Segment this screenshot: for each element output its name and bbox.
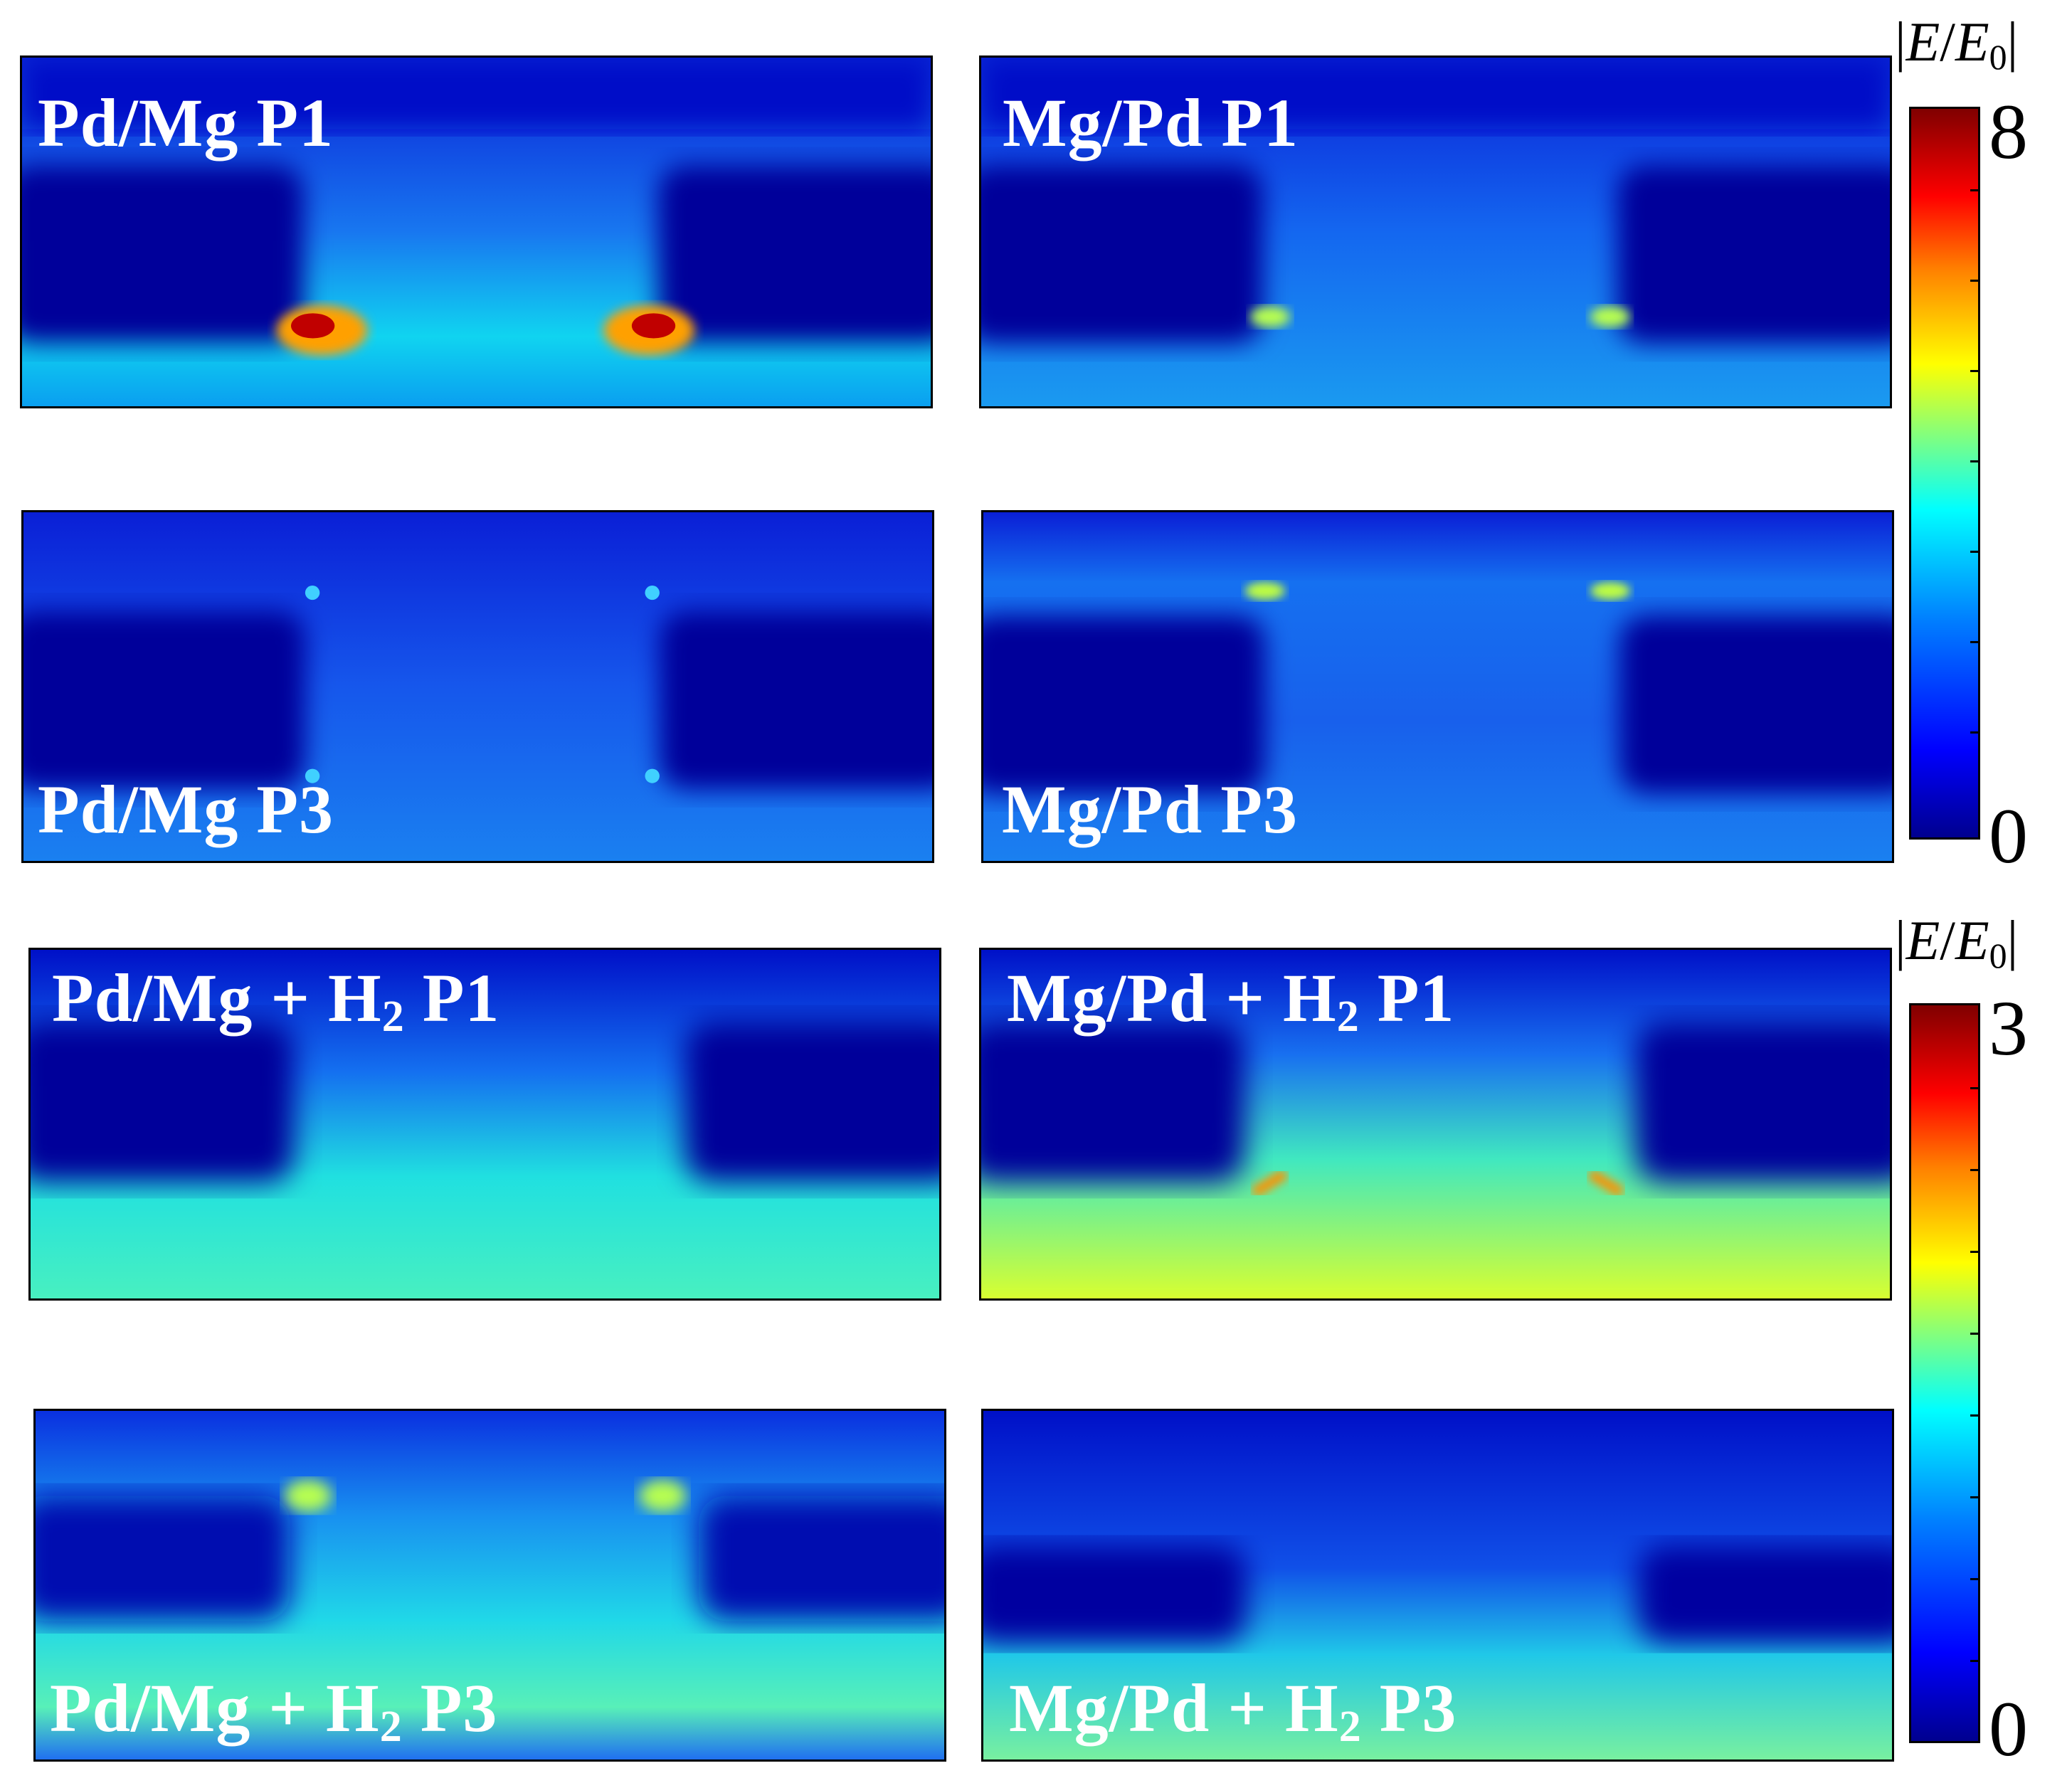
panel-label: Pd/Mg + H2 P3 <box>50 1670 498 1751</box>
colorbar-title: |E/E0| <box>1895 11 2019 77</box>
field-map-mgpd-h2-p3: Mg/Pd + H2 P3 <box>981 1409 1894 1762</box>
panel-label: Pd/Mg + H2 P1 <box>52 960 500 1041</box>
colorbar-tick <box>1970 1251 1980 1253</box>
colorbar-min: 0 <box>1989 793 2028 879</box>
field-map-mgpd-p1: Mg/Pd P1 <box>979 55 1892 408</box>
colorbar-tick <box>1970 1333 1980 1335</box>
colorbar-max: 3 <box>1989 985 2028 1071</box>
field-map-image <box>983 1411 1892 1760</box>
field-map-pdmg-p1: Pd/Mg P1 <box>20 55 933 408</box>
field-map-pdmg-p3: Pd/Mg P3 <box>21 510 934 863</box>
colorbar <box>1909 1003 1980 1743</box>
panel-label: Pd/Mg P3 <box>38 771 334 847</box>
field-map-image <box>22 58 931 406</box>
field-map-image <box>23 512 932 861</box>
field-map-mgpd-h2-p1: Mg/Pd + H2 P1 <box>979 948 1892 1301</box>
colorbar-tick <box>1970 1496 1980 1498</box>
panel-label: Mg/Pd P1 <box>1003 85 1299 161</box>
colorbar-tick <box>1970 1169 1980 1171</box>
field-map-image <box>983 512 1892 861</box>
field-map-mgpd-p3: Mg/Pd P3 <box>981 510 1894 863</box>
colorbar-tick <box>1970 641 1980 643</box>
colorbar-tick <box>1970 370 1980 372</box>
panel-label: Mg/Pd + H2 P1 <box>1007 960 1455 1041</box>
colorbar-title: |E/E0| <box>1895 909 2019 975</box>
field-map-image <box>36 1411 944 1760</box>
colorbar-tick <box>1970 731 1980 734</box>
colorbar-tick <box>1970 1578 1980 1580</box>
panel-label: Mg/Pd P3 <box>1002 771 1298 847</box>
colorbar-max: 8 <box>1989 88 2028 175</box>
colorbar-tick <box>1970 551 1980 553</box>
field-map-image <box>981 58 1890 406</box>
colorbar-tick <box>1970 280 1980 282</box>
colorbar-tick <box>1970 1087 1980 1089</box>
colorbar-tick <box>1970 1414 1980 1417</box>
colorbar-tick <box>1970 1660 1980 1662</box>
colorbar <box>1909 107 1980 840</box>
field-map-image <box>981 950 1890 1298</box>
panel-label: Mg/Pd + H2 P3 <box>1009 1670 1457 1751</box>
field-map-pdmg-h2-p1: Pd/Mg + H2 P1 <box>28 948 941 1301</box>
field-map-pdmg-h2-p3: Pd/Mg + H2 P3 <box>33 1409 946 1762</box>
field-map-image <box>31 950 939 1298</box>
panel-label: Pd/Mg P1 <box>38 85 334 161</box>
colorbar-tick <box>1970 460 1980 462</box>
colorbar-tick <box>1970 189 1980 191</box>
colorbar-min: 0 <box>1989 1686 2028 1772</box>
